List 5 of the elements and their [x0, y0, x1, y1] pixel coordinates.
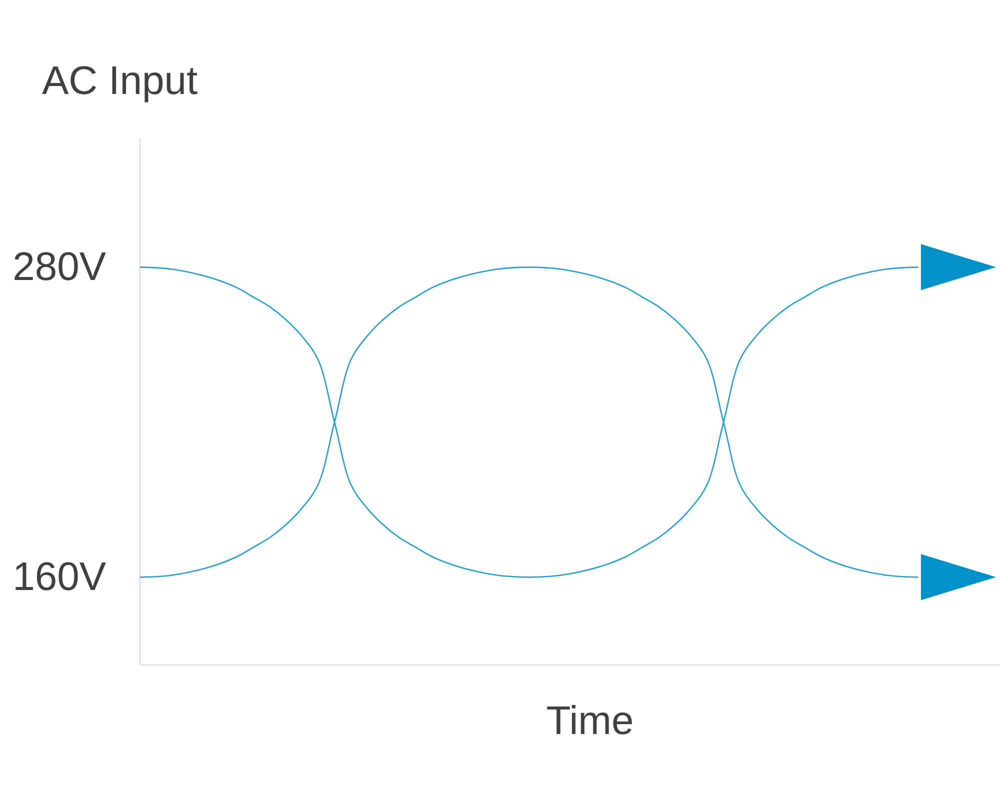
x-axis-title: Time	[546, 699, 634, 743]
chart-title: AC Input	[42, 59, 198, 103]
y-tick-label: 280V	[12, 244, 106, 289]
y-tick-label: 160V	[12, 554, 106, 599]
line-series	[139, 266, 919, 578]
